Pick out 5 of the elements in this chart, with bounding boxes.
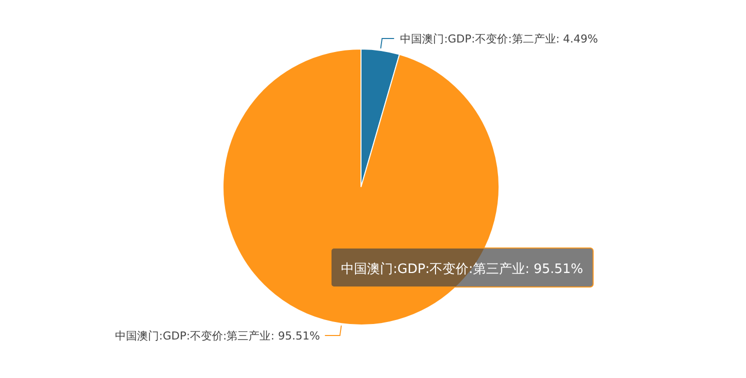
slice-label: 中国澳门:GDP:不变价:第二产业 [400,32,556,46]
data-label: : 95.51% [270,330,320,343]
data-label: : 4.49% [556,32,598,46]
slice-label: 中国澳门:GDP:不变价:第三产业 [115,330,271,343]
tooltip: 中国澳门:GDP:不变价:第三产业: 95.51% [330,248,594,288]
